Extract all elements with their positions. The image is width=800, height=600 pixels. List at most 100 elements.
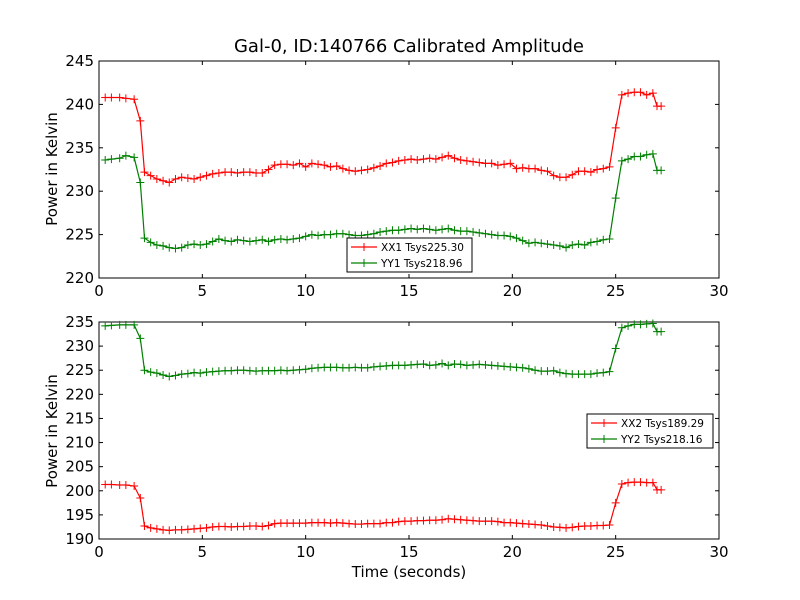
- data-point: [593, 165, 602, 174]
- data-point: [562, 243, 571, 252]
- y-tick-label: 220: [65, 385, 94, 403]
- data-point: [239, 236, 248, 245]
- data-point: [524, 239, 533, 248]
- data-point: [146, 368, 155, 377]
- data-point: [425, 225, 434, 234]
- x-tick-label: 5: [198, 543, 208, 561]
- data-point: [165, 243, 174, 252]
- data-point: [593, 237, 602, 246]
- data-point: [121, 94, 130, 103]
- data-point: [214, 168, 223, 177]
- data-point: [363, 363, 372, 372]
- data-point: [130, 481, 139, 490]
- data-point: [456, 155, 465, 164]
- y-tick-label: 210: [65, 434, 94, 452]
- data-point: [407, 155, 416, 164]
- x-tick-label: 10: [296, 543, 315, 561]
- data-point: [611, 194, 620, 203]
- legend-swatch-marker: [600, 419, 608, 427]
- y-tick-label: 205: [65, 458, 94, 476]
- data-point: [568, 241, 577, 250]
- data-point: [136, 334, 145, 343]
- data-point: [469, 157, 478, 166]
- data-point: [648, 478, 657, 487]
- x-tick-label: 20: [503, 543, 522, 561]
- y-tick-label: 225: [65, 361, 94, 379]
- data-point: [493, 161, 502, 170]
- data-point: [657, 485, 666, 494]
- y-tick-label: 235: [65, 313, 94, 331]
- data-point: [152, 524, 161, 533]
- data-point: [431, 360, 440, 369]
- y-tick-label: 230: [65, 182, 94, 200]
- y-tick-label: 245: [65, 52, 94, 70]
- data-point: [543, 167, 552, 176]
- x-tick-label: 25: [606, 282, 625, 300]
- data-point: [624, 89, 633, 98]
- data-point: [537, 239, 546, 248]
- y-tick-label: 190: [65, 530, 94, 548]
- data-point: [307, 230, 316, 239]
- data-point: [130, 95, 139, 104]
- data-point: [196, 173, 205, 182]
- data-point: [121, 480, 130, 489]
- data-point: [301, 232, 310, 241]
- data-point: [264, 237, 273, 246]
- data-point: [394, 226, 403, 235]
- data-point: [152, 369, 161, 378]
- data-point: [394, 156, 403, 165]
- data-point: [258, 522, 267, 531]
- data-point: [140, 234, 149, 243]
- data-point: [196, 241, 205, 250]
- data-point: [642, 90, 651, 99]
- data-point: [462, 156, 471, 165]
- data-point: [611, 344, 620, 353]
- legend-label: YY1 Tsys218.96: [380, 258, 463, 270]
- data-point: [382, 159, 391, 168]
- data-point: [419, 224, 428, 233]
- data-point: [617, 480, 626, 489]
- data-point: [531, 164, 540, 173]
- data-point: [136, 178, 145, 187]
- data-point: [289, 234, 298, 243]
- y-tick-label: 235: [65, 139, 94, 157]
- data-point: [159, 241, 168, 250]
- data-point: [177, 243, 186, 252]
- data-point: [171, 371, 180, 380]
- x-tick-label: 15: [399, 543, 418, 561]
- y-tick-label: 220: [65, 269, 94, 287]
- data-point: [121, 320, 130, 329]
- data-point: [190, 240, 199, 249]
- data-point: [276, 234, 285, 243]
- data-point: [605, 367, 614, 376]
- data-point: [438, 359, 447, 368]
- y-tick-label: 225: [65, 226, 94, 244]
- data-point: [130, 320, 139, 329]
- data-point: [657, 166, 666, 175]
- data-point: [531, 366, 540, 375]
- data-point: [642, 150, 651, 159]
- data-point: [107, 93, 116, 102]
- data-point: [233, 235, 242, 244]
- data-point: [190, 175, 199, 184]
- data-point: [586, 168, 595, 177]
- data-point: [146, 523, 155, 532]
- data-point: [611, 123, 620, 132]
- data-point: [107, 321, 116, 330]
- data-point: [413, 155, 422, 164]
- data-point: [363, 230, 372, 239]
- legend-label: XX1 Tsys225.30: [381, 242, 464, 254]
- data-point: [648, 149, 657, 158]
- data-point: [419, 359, 428, 368]
- data-point: [549, 366, 558, 375]
- data-point: [562, 173, 571, 182]
- data-point: [549, 171, 558, 180]
- data-point: [481, 229, 490, 238]
- data-point: [543, 240, 552, 249]
- data-point: [543, 521, 552, 530]
- legend-label: YY2 Tsys218.16: [620, 434, 703, 446]
- data-point: [196, 369, 205, 378]
- data-point: [456, 360, 465, 369]
- data-point: [202, 523, 211, 532]
- data-point: [376, 227, 385, 236]
